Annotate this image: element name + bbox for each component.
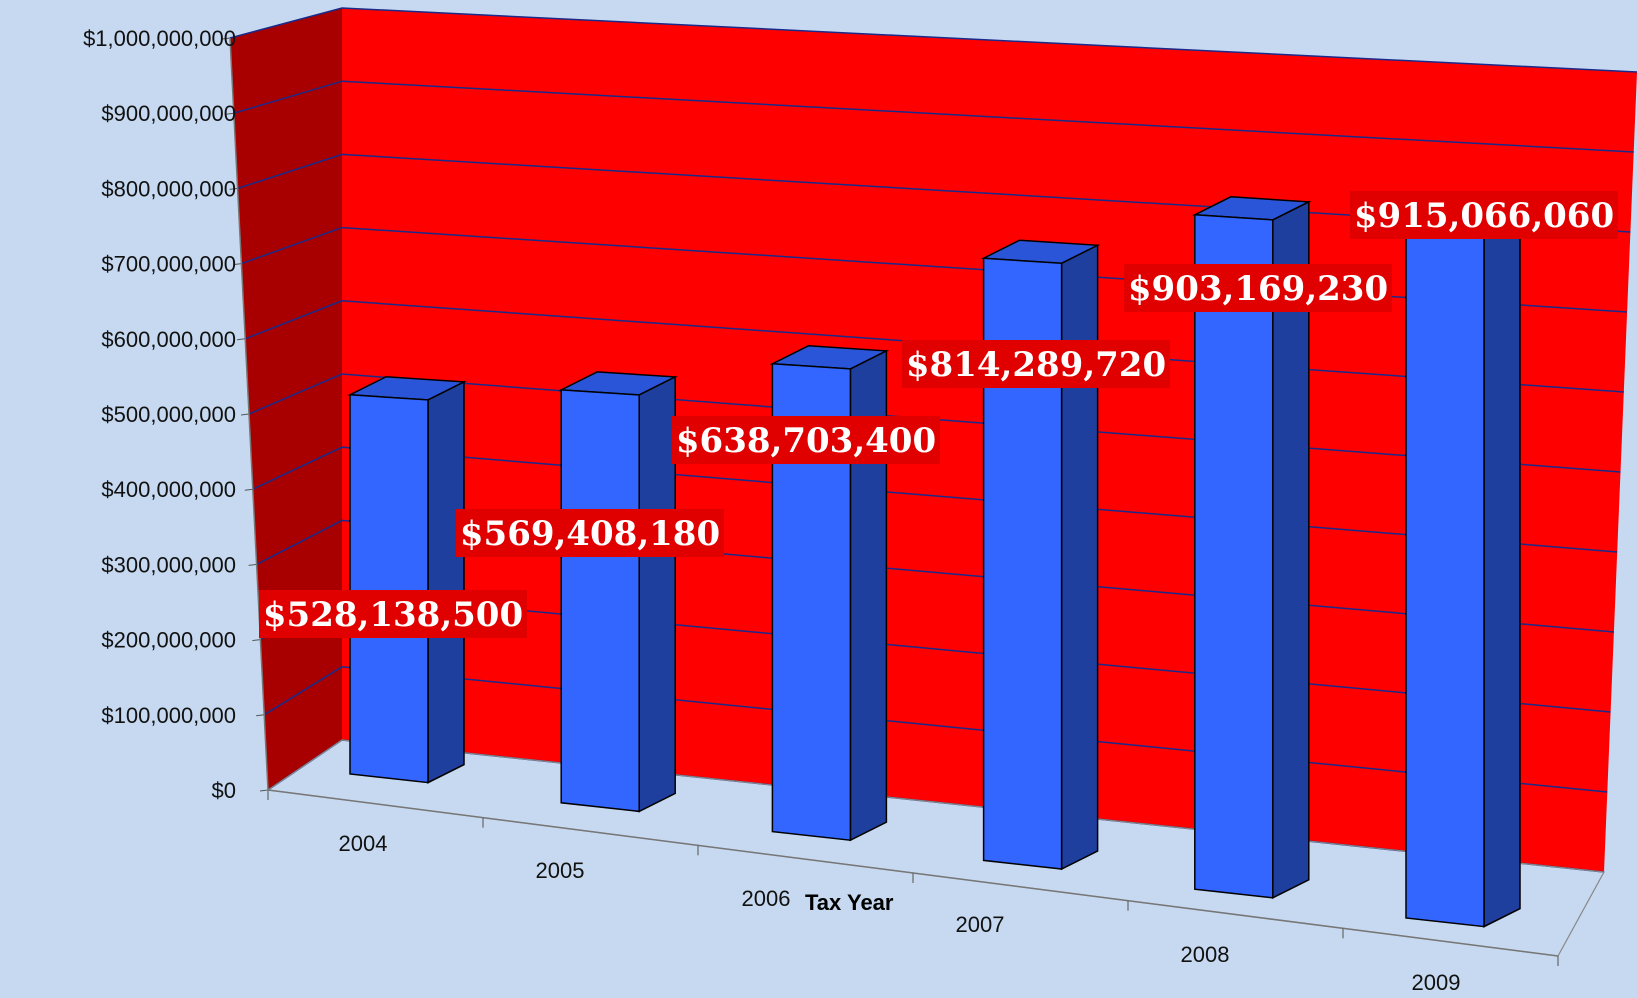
bar-front: [1194, 213, 1274, 899]
x-tick-label: 2006: [742, 886, 791, 911]
data-label-bg: [259, 590, 527, 638]
gridline: [229, 7, 1637, 73]
data-label: $903,169,230: [1124, 264, 1392, 312]
y-axis-tick-mark: [225, 112, 234, 115]
y-axis-tick-mark: [256, 714, 265, 717]
data-label-text: $569,408,180: [460, 514, 720, 554]
data-label-text: $528,138,500: [263, 595, 523, 635]
y-tick-label: $600,000,000: [101, 327, 236, 352]
y-tick-label: $100,000,000: [101, 703, 236, 728]
bar-front: [349, 393, 429, 784]
y-axis-tick-mark: [248, 563, 257, 566]
y-tick-label: $200,000,000: [101, 628, 236, 653]
y-tick-label: $700,000,000: [101, 252, 236, 277]
data-label-text: $915,066,060: [1354, 196, 1614, 236]
x-tick-label: 2004: [339, 831, 388, 856]
data-label-bg: [902, 340, 1170, 388]
gridline: [233, 80, 1634, 153]
y-tick-label: $0: [212, 778, 236, 803]
data-label-text: $814,289,720: [906, 345, 1166, 385]
data-label-bg: [1350, 191, 1618, 239]
bar-side: [638, 375, 676, 813]
gridline: [263, 666, 1608, 793]
bar-2005: [558, 371, 679, 813]
data-label-bg: [672, 416, 940, 464]
x-tick-label: 2007: [956, 912, 1005, 937]
bar-front: [1405, 227, 1485, 928]
y-tick-label: $400,000,000: [101, 477, 236, 502]
bar-front: [560, 389, 640, 813]
y-tick-label: $1,000,000,000: [83, 26, 236, 51]
y-axis-ticks: $0 $100,000,000 $200,000,000 $300,000,000 $4…: [83, 26, 236, 803]
data-label: $915,066,060: [1350, 191, 1618, 239]
bar-front: [771, 362, 852, 842]
y-tick-label: $900,000,000: [101, 101, 236, 126]
x-tick-label: 2009: [1412, 970, 1461, 995]
x-axis-ticks: 2004 2005 2006 2007 2008 2009: [339, 831, 1461, 995]
y-axis-line: [229, 37, 269, 791]
data-label-bg: [1124, 264, 1392, 312]
data-label: $814,289,720: [902, 340, 1170, 388]
y-axis-tick-mark: [221, 37, 231, 40]
bar-2007: [980, 239, 1101, 871]
bar-side: [427, 380, 465, 784]
x-axis-label: Tax Year: [805, 890, 894, 915]
y-axis-tick-mark: [237, 338, 246, 341]
y-axis-tick-mark: [240, 413, 250, 416]
bar-front: [982, 257, 1063, 870]
data-label-bg: [456, 509, 724, 557]
bar-2008: [1191, 196, 1312, 900]
bar-side: [1060, 244, 1099, 871]
gridline: [256, 519, 1614, 633]
y-axis-tick-mark: [244, 488, 253, 491]
gridline: [252, 446, 1618, 553]
x-tick-label: 2008: [1181, 942, 1230, 967]
bars: [347, 196, 1523, 928]
bar-2004: [347, 376, 467, 784]
side-wall: [230, 8, 342, 790]
y-tick-label: $500,000,000: [101, 402, 236, 427]
y-axis-tick-mark: [259, 789, 269, 792]
bar-2009: [1403, 209, 1523, 928]
y-tick-label: $300,000,000: [101, 552, 236, 577]
data-labels: $528,138,500 $569,408,180 $638,703,400 $814…: [259, 191, 1618, 638]
y-axis-tick-mark: [233, 263, 242, 266]
data-label-text: $638,703,400: [676, 421, 936, 461]
data-label: $569,408,180: [456, 509, 724, 557]
y-axis-tick-mark: [252, 639, 261, 642]
bar-side: [1483, 213, 1521, 928]
data-label: $638,703,400: [672, 416, 940, 464]
gridline: [237, 153, 1631, 233]
data-label-text: $903,169,230: [1128, 269, 1388, 309]
y-tick-label: $800,000,000: [101, 176, 236, 201]
bar-2006: [769, 345, 890, 842]
x-tick-label: 2005: [536, 858, 585, 883]
data-label: $528,138,500: [259, 590, 527, 638]
chart-floor: [229, 37, 1605, 966]
y-axis-tick-mark: [229, 187, 238, 190]
